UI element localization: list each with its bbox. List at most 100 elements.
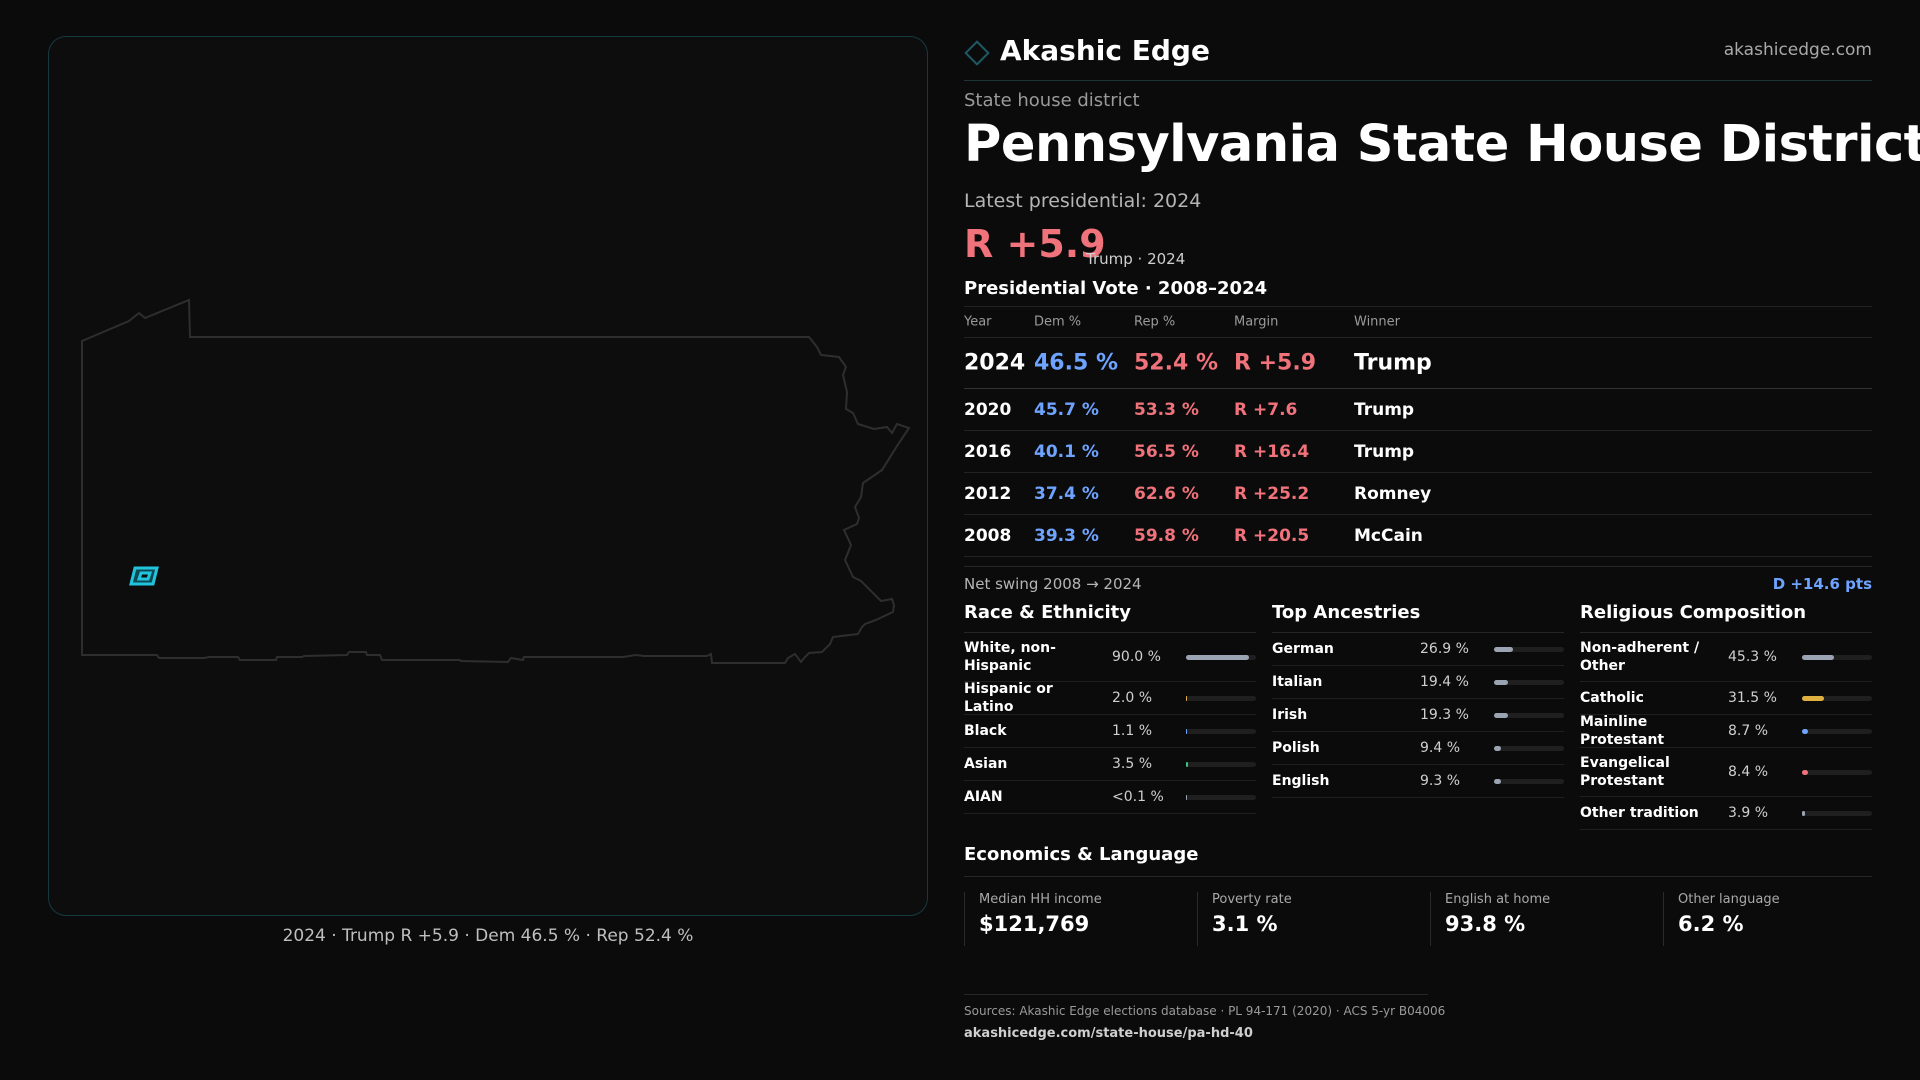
stat-value: 3.5 % — [1112, 756, 1153, 772]
stat-label: Mainline Protestant — [1580, 714, 1665, 748]
stat-bar — [1186, 762, 1256, 767]
stat-bar — [1802, 811, 1872, 816]
row-dem-pct: 40.1 % — [1034, 441, 1099, 462]
stat-card-label: English at home — [1445, 892, 1551, 907]
economics-title: Economics & Language — [964, 844, 1872, 877]
page-url-link[interactable]: akashicedge.com/state-house/pa-hd-40 — [964, 1026, 1253, 1041]
row-year: 2016 — [964, 441, 1012, 462]
brand-name[interactable]: Akashic Edge — [1000, 34, 1210, 67]
map-caption: 2024 · Trump R +5.9 · Dem 46.5 % · Rep 5… — [282, 926, 694, 946]
stat-value: <0.1 % — [1112, 789, 1164, 805]
stat-card-value: 6.2 % — [1678, 912, 1744, 936]
list-item: White, non-Hispanic 90.0 % — [964, 633, 1256, 682]
stat-value: 2.0 % — [1112, 690, 1153, 706]
stat-bar-fill — [1494, 746, 1501, 751]
row-rep-pct: 56.5 % — [1134, 441, 1199, 462]
row-year: 2024 — [964, 350, 1026, 376]
stat-bar-fill — [1186, 655, 1249, 660]
stat-bar-fill — [1802, 729, 1809, 734]
row-rep-pct: 62.6 % — [1134, 483, 1199, 504]
stat-label: White, non-Hispanic — [964, 640, 1056, 674]
row-margin: R +25.2 — [1234, 483, 1310, 504]
race-ethnicity-section: Race & Ethnicity White, non-Hispanic 90.… — [964, 602, 1256, 814]
stat-bar-fill — [1494, 680, 1508, 685]
list-item: AIAN <0.1 % — [964, 781, 1256, 814]
row-winner: Trump — [1354, 441, 1415, 462]
stat-value: 8.4 % — [1728, 764, 1769, 780]
stat-card: Other language 6.2 % — [1663, 892, 1880, 946]
stat-value: 19.3 % — [1420, 707, 1469, 723]
stat-card: English at home 93.8 % — [1430, 892, 1647, 946]
column-header-winner: Winner — [1354, 314, 1401, 330]
table-row[interactable]: 2012 37.4 % 62.6 % R +25.2 Romney — [964, 473, 1872, 515]
row-winner: Trump — [1354, 399, 1415, 420]
brand-logo-icon — [964, 40, 990, 66]
stat-label: Catholic — [1580, 690, 1644, 706]
list-item: Catholic 31.5 % — [1580, 682, 1872, 715]
row-dem-pct: 39.3 % — [1034, 525, 1099, 546]
stat-label: Italian — [1272, 674, 1323, 690]
net-swing-row: Net swing 2008 → 2024 D +14.6 pts — [964, 566, 1872, 597]
stat-bar-fill — [1494, 647, 1513, 652]
row-rep-pct: 52.4 % — [1134, 350, 1218, 376]
column-header-year: Year — [964, 314, 992, 330]
column-header-rep: Rep % — [1134, 314, 1176, 330]
list-item: Italian 19.4 % — [1272, 666, 1564, 699]
net-swing-value: D +14.6 pts — [1772, 575, 1872, 593]
stat-bar — [1802, 655, 1872, 660]
row-year: 2012 — [964, 483, 1012, 504]
list-item: Mainline Protestant 8.7 % — [1580, 714, 1872, 748]
row-margin: R +7.6 — [1234, 399, 1298, 420]
brand-url[interactable]: akashicedge.com — [1723, 40, 1872, 60]
latest-presidential-label: Latest presidential: 2024 — [964, 190, 1202, 212]
row-winner: Trump — [1354, 350, 1432, 376]
latest-margin: R +5.9 — [964, 222, 1106, 266]
table-row[interactable]: 2008 39.3 % 59.8 % R +20.5 McCain — [964, 515, 1872, 557]
stat-bar-fill — [1186, 795, 1187, 800]
stat-card-value: $121,769 — [979, 912, 1090, 936]
religion-section: Religious Composition Non-adherent / Oth… — [1580, 602, 1872, 830]
map-panel[interactable] — [48, 36, 928, 916]
stat-value: 3.9 % — [1728, 805, 1769, 821]
economics-grid: Median HH income $121,769 Poverty rate 3… — [964, 892, 1872, 946]
stat-label: AIAN — [964, 789, 1003, 805]
stat-label: Other tradition — [1580, 805, 1699, 821]
row-rep-pct: 59.8 % — [1134, 525, 1199, 546]
list-item: Other tradition 3.9 % — [1580, 797, 1872, 830]
stat-bar — [1494, 746, 1564, 751]
stat-bar-fill — [1186, 762, 1189, 767]
row-year: 2020 — [964, 399, 1012, 420]
row-margin: R +5.9 — [1234, 350, 1317, 376]
table-row[interactable]: 2024 46.5 % 52.4 % R +5.9 Trump — [964, 338, 1872, 389]
stat-value: 9.4 % — [1420, 740, 1461, 756]
row-margin: R +16.4 — [1234, 441, 1310, 462]
stat-bar-fill — [1186, 729, 1187, 734]
row-dem-pct: 46.5 % — [1034, 350, 1118, 376]
stat-bar-fill — [1802, 811, 1805, 816]
stat-label: Hispanic or Latino — [964, 681, 1053, 715]
stat-bar — [1802, 770, 1872, 775]
stat-value: 19.4 % — [1420, 674, 1469, 690]
state-map[interactable] — [49, 37, 929, 917]
page-title: Pennsylvania State House District 40 — [964, 115, 1920, 174]
ancestry-title: Top Ancestries — [1272, 602, 1564, 633]
stat-label: German — [1272, 641, 1334, 657]
row-margin: R +20.5 — [1234, 525, 1310, 546]
row-winner: Romney — [1354, 483, 1432, 504]
stat-bar — [1494, 713, 1564, 718]
footer-divider — [964, 994, 1428, 995]
stat-bar-fill — [1802, 655, 1834, 660]
sources-text: Sources: Akashic Edge elections database… — [964, 1004, 1446, 1018]
stat-card-label: Poverty rate — [1212, 892, 1292, 907]
state-outline — [81, 298, 911, 664]
stat-bar — [1494, 680, 1564, 685]
vote-table-title: Presidential Vote · 2008–2024 — [964, 278, 1268, 299]
row-winner: McCain — [1354, 525, 1423, 546]
table-row[interactable]: 2020 45.7 % 53.3 % R +7.6 Trump — [964, 389, 1872, 431]
district-highlight[interactable] — [129, 566, 159, 586]
stat-bar — [1802, 696, 1872, 701]
stat-bar-fill — [1802, 770, 1808, 775]
list-item: Evangelical Protestant 8.4 % — [1580, 748, 1872, 797]
table-row[interactable]: 2016 40.1 % 56.5 % R +16.4 Trump — [964, 431, 1872, 473]
stat-card-label: Other language — [1678, 892, 1780, 907]
